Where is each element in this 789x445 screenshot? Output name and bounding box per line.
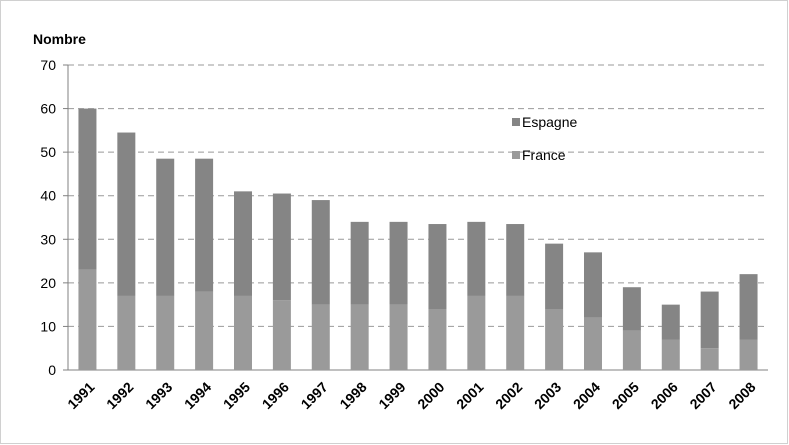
bar-segment — [272, 300, 291, 370]
bar-segment — [506, 295, 525, 370]
y-tick-label: 10 — [40, 318, 56, 334]
bar-segment — [622, 287, 641, 331]
bar-segment — [195, 158, 214, 292]
y-tick-label: 40 — [40, 188, 56, 204]
bar-segment — [311, 200, 330, 305]
bar-segment — [661, 304, 680, 340]
bar-segment — [584, 252, 602, 318]
bar-segment — [156, 158, 175, 296]
bar-segment — [428, 309, 447, 370]
bar-segment — [117, 295, 136, 370]
y-tick-label: 30 — [40, 231, 56, 247]
bar-segment — [428, 224, 447, 309]
legend-swatch — [512, 118, 520, 126]
bar-segment — [78, 269, 97, 370]
bar-segment — [545, 243, 564, 309]
bar-segment — [272, 193, 291, 301]
bar-segment — [78, 108, 97, 270]
legend-swatch — [512, 151, 520, 159]
bar-segment — [467, 221, 486, 296]
bar-segment — [545, 309, 564, 370]
y-tick-label: 20 — [40, 275, 56, 291]
legend-label: Espagne — [522, 114, 577, 130]
chart-title: Nombre — [33, 31, 86, 47]
bar-segment — [350, 221, 369, 305]
bar-segment — [389, 221, 408, 305]
bar-segment — [739, 274, 758, 340]
bar-segment — [156, 295, 175, 370]
bar-segment — [584, 317, 602, 370]
bar-segment — [700, 291, 719, 349]
bar-segment — [622, 330, 641, 370]
y-tick-label: 50 — [40, 144, 56, 160]
bar-segment — [700, 348, 719, 370]
bar-segment — [234, 191, 252, 296]
bar-segment — [117, 132, 136, 296]
bar-segment — [506, 224, 525, 296]
bar-segment — [661, 339, 680, 370]
bar-segment — [467, 295, 486, 370]
bar-segment — [739, 339, 758, 370]
bar-segment — [234, 295, 252, 370]
bar-segment — [311, 304, 330, 370]
legend-label: France — [522, 147, 566, 163]
bar-segment — [389, 304, 408, 370]
bar-segment — [195, 291, 214, 370]
y-tick-label: 70 — [40, 57, 56, 73]
bar-segment — [350, 304, 369, 370]
y-tick-label: 60 — [40, 101, 56, 117]
y-tick-label: 0 — [48, 362, 56, 378]
